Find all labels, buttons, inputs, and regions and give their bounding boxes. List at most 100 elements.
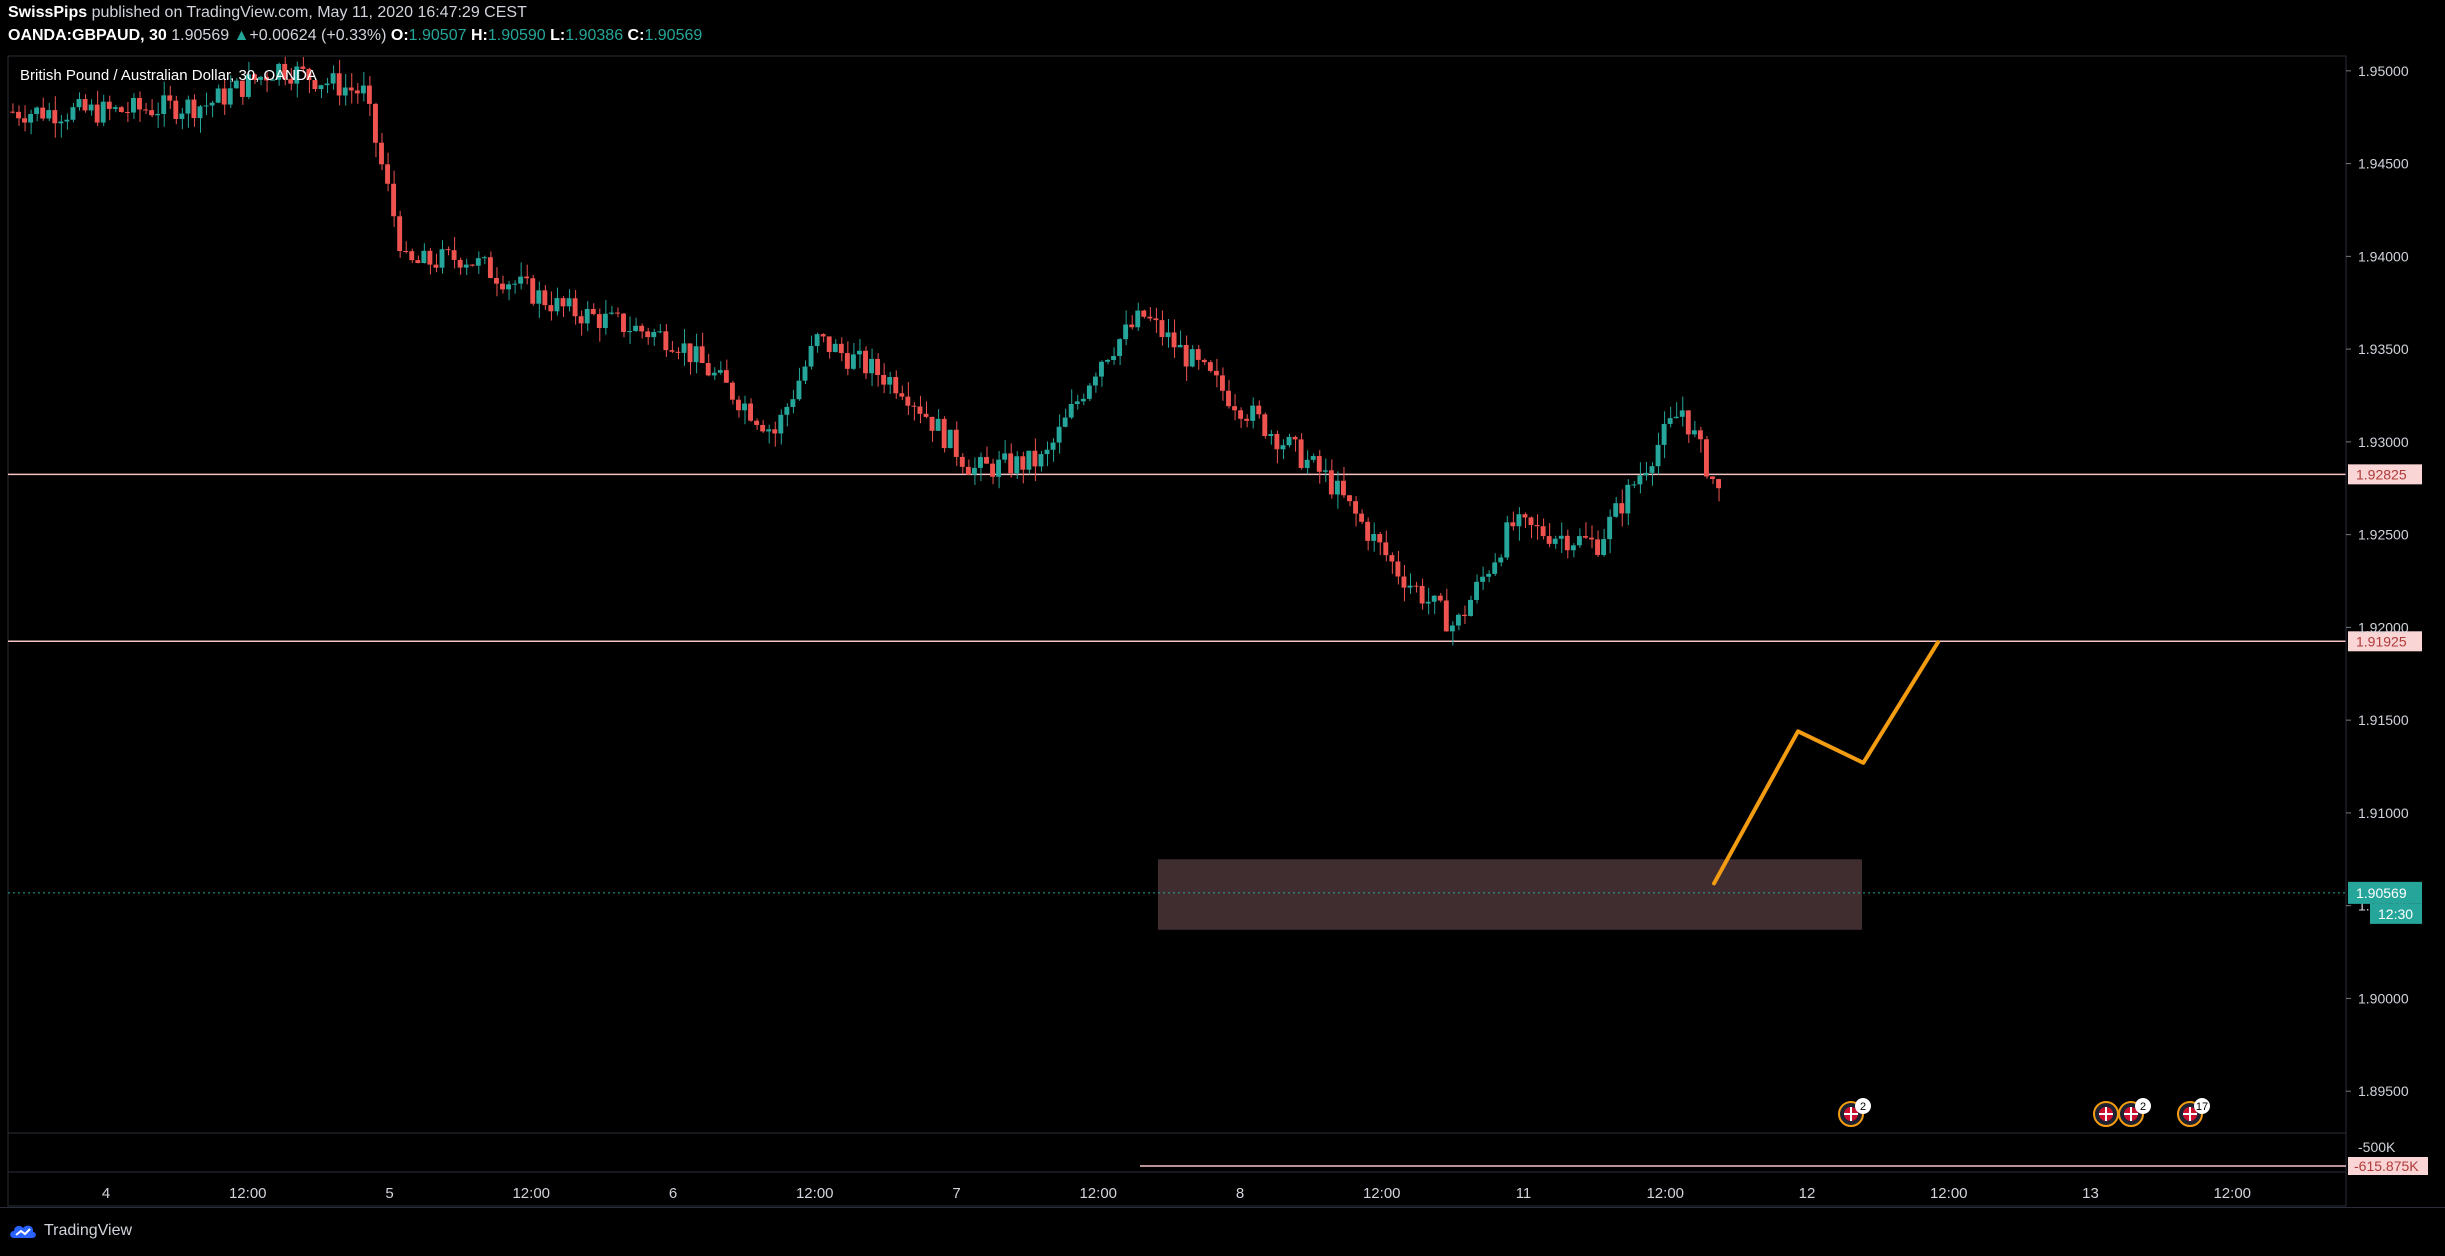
candle-body: [1226, 390, 1231, 407]
candle-body: [1455, 614, 1461, 626]
tradingview-logo[interactable]: TradingView: [8, 1222, 132, 1240]
candle-body: [1201, 359, 1207, 363]
level-price-tag: [2348, 631, 2422, 652]
candle-body: [663, 331, 669, 351]
candle-body: [270, 79, 276, 81]
candle-body: [34, 107, 40, 114]
candle-body: [161, 95, 167, 114]
candle-body: [971, 467, 977, 475]
candle-body: [1207, 362, 1213, 371]
candle-body: [1250, 405, 1256, 421]
candle-body: [923, 413, 929, 417]
candle-body: [1576, 536, 1582, 546]
candle-body: [578, 316, 584, 324]
candle-body: [239, 80, 245, 97]
candle-body: [1716, 479, 1721, 489]
candle-body: [1014, 456, 1020, 474]
projection-layer: [1712, 640, 1940, 886]
marker-badge: [2135, 1098, 2151, 1114]
candle-body: [215, 88, 221, 103]
candle-body: [475, 258, 481, 266]
candle-body: [1244, 418, 1250, 421]
candle-body: [1522, 514, 1528, 518]
candle-body: [1697, 430, 1703, 440]
candle-body: [826, 336, 832, 352]
candle-body: [554, 298, 560, 312]
x-tick-label: 11: [1516, 1185, 1532, 1202]
candle-body: [1117, 339, 1123, 357]
candle-body: [1371, 534, 1377, 541]
candle-body: [1546, 536, 1552, 544]
candle-body: [1558, 535, 1564, 539]
candle-body: [1480, 576, 1486, 582]
candle-body: [155, 113, 161, 116]
candle-body: [1171, 332, 1177, 348]
candle-body: [1389, 555, 1395, 562]
candle-body: [1492, 562, 1498, 574]
candle-body: [330, 73, 336, 84]
candle-body: [978, 457, 983, 468]
candle-body: [869, 358, 874, 374]
y-tick-label: 1.93000: [2358, 434, 2409, 450]
candle-body: [457, 259, 463, 268]
candle-body: [1056, 426, 1062, 443]
candle-body: [1286, 436, 1292, 446]
candle-body: [802, 366, 808, 381]
candle-body: [941, 418, 947, 449]
candle-body: [1468, 599, 1473, 616]
candle-body: [100, 101, 106, 123]
candle-body: [427, 250, 433, 265]
candle-body: [566, 298, 572, 307]
candle-body: [905, 396, 911, 406]
candle-body: [881, 375, 887, 385]
candle-body: [1232, 406, 1237, 411]
candle-body: [264, 76, 269, 81]
cloud-logo-icon: [10, 1225, 36, 1238]
publisher-name[interactable]: SwissPips: [8, 4, 88, 21]
candle-body: [524, 276, 530, 279]
candle-body: [1516, 514, 1522, 527]
candle-body: [1026, 450, 1032, 470]
marker-badge: [1855, 1098, 1871, 1114]
low-label: L:: [550, 27, 566, 44]
event-marker: 2: [2118, 1098, 2151, 1127]
candle-body: [385, 164, 390, 184]
candle-body: [772, 429, 778, 434]
candle-body: [645, 331, 651, 338]
candle-body: [699, 346, 705, 363]
candle-body: [1583, 536, 1588, 538]
candle-body: [784, 406, 790, 415]
candle-body: [1280, 445, 1286, 450]
candle-body: [1673, 416, 1679, 419]
candle-body: [1589, 537, 1594, 540]
flag-cross: [2099, 1107, 2113, 1121]
candle-body: [820, 334, 826, 337]
flag-cross: [2183, 1107, 2197, 1121]
candle-body: [1038, 454, 1044, 467]
candle-body: [1425, 601, 1431, 604]
candle-body: [584, 308, 590, 324]
marker-count: 2: [1860, 1101, 1866, 1113]
candle-body: [1322, 470, 1328, 472]
chart-border: [7, 55, 2347, 1207]
candle-body: [530, 278, 536, 304]
x-tick-label: 12:00: [1930, 1185, 1968, 1202]
candle-body: [1685, 410, 1691, 435]
candle-body: [996, 459, 1002, 477]
candle-body: [348, 87, 354, 91]
candle-body: [548, 305, 554, 312]
candle-body: [518, 276, 524, 284]
candle-body: [1105, 359, 1110, 362]
candle-body: [360, 85, 366, 94]
candle-body: [318, 85, 324, 90]
high-value: 1.90590: [487, 27, 546, 44]
price-chart[interactable]: 1.92825 1.91925 1.95000 1.94500 1.94000 1.93…: [0, 0, 2445, 1207]
volume-tick-label: -500K: [2358, 1139, 2396, 1155]
x-tick-label: 12:00: [796, 1185, 834, 1202]
candle-body: [137, 97, 142, 110]
candle-body: [52, 110, 58, 124]
candle-body: [1220, 375, 1225, 391]
candle-body: [1377, 534, 1383, 543]
symbol-label[interactable]: OANDA:GBPAUD, 30: [8, 27, 167, 44]
y-tick-label: 1.90000: [2358, 990, 2409, 1006]
